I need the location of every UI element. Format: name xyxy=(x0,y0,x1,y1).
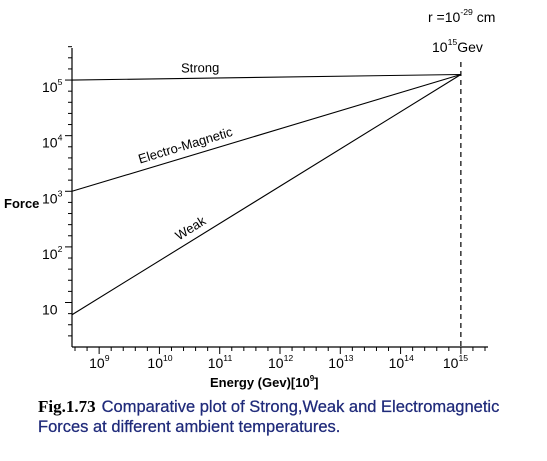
series-line-strong xyxy=(71,73,461,81)
force-energy-chart: 109 1010 1011 1012 1013 1014 1015 10 102 103 104 10… xyxy=(4,7,495,390)
figure-label: Fig.1.73 xyxy=(38,397,96,416)
y-tick-label: 104 xyxy=(42,133,63,151)
x-tick-label: 109 xyxy=(89,353,110,371)
x-tick-label: 1014 xyxy=(389,353,414,371)
caption-text: Comparative plot of Strong,Weak and Elec… xyxy=(38,398,500,436)
y-tick-label: 10 xyxy=(42,302,58,318)
series-label: Electro-Magnetic xyxy=(136,124,234,167)
x-tick-label: 1010 xyxy=(147,353,172,371)
series-line-weak xyxy=(71,74,462,316)
energy-annotation: 1015Gev xyxy=(432,37,483,55)
radius-annotation: r =10-29 cm xyxy=(428,7,495,25)
chart-axes xyxy=(65,46,488,354)
x-tick-label: 1011 xyxy=(208,353,233,371)
chart-series xyxy=(71,73,462,316)
chart-labels: 109 1010 1011 1012 1013 1014 1015 10 102 103 104 10… xyxy=(4,7,495,390)
x-tick-label: 1013 xyxy=(328,353,353,371)
series-label: Strong xyxy=(181,60,220,76)
series-line-electro-magnetic xyxy=(71,73,462,192)
y-tick-label: 103 xyxy=(42,188,63,206)
x-axis-title: Energy (Gev)[109] xyxy=(210,374,319,390)
figure-caption: Fig.1.73 Comparative plot of Strong,Weak … xyxy=(38,397,543,437)
series-label: Weak xyxy=(172,213,208,243)
y-tick-label: 102 xyxy=(42,244,63,262)
x-tick-label: 1012 xyxy=(268,353,293,371)
x-tick-label: 1015 xyxy=(443,353,468,371)
y-tick-label: 105 xyxy=(42,77,63,95)
y-axis-title: Force xyxy=(4,196,39,211)
